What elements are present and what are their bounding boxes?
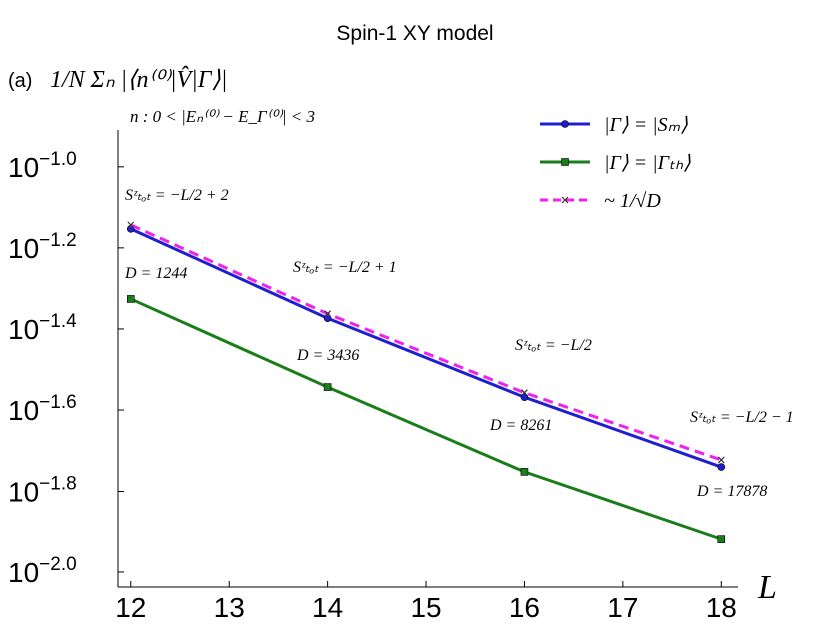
series-line: [130, 227, 722, 469]
x-tick-label: 12: [115, 592, 146, 623]
x-tick-label: 13: [214, 592, 245, 623]
legend-label: |Γ⟩ = |Sₘ⟩: [604, 114, 688, 136]
legend-marker: [561, 158, 569, 166]
series-line: [130, 297, 722, 541]
point: [323, 383, 332, 391]
x-axis-label: L: [757, 569, 777, 606]
point: [127, 221, 135, 229]
legend-marker: [561, 120, 569, 128]
point: [717, 535, 726, 543]
point: [126, 295, 135, 303]
panel-label: (a): [8, 70, 32, 92]
y-axis-label-condition: n : 0 < |Eₙ⁽⁰⁾ − E_Γ⁽⁰⁾| < 3: [130, 107, 315, 126]
annotation: Sᶻₜₒₜ = −L/2 + 2: [125, 187, 229, 204]
x-tick-label: 14: [312, 592, 343, 623]
x-tick-label: 18: [706, 592, 737, 623]
annotation: Sᶻₜₒₜ = −L/2: [515, 337, 592, 354]
point: [324, 310, 332, 318]
y-tick-label: 10−1.4: [8, 311, 77, 345]
point: [520, 468, 529, 476]
y-tick-label: 10−1.2: [8, 230, 77, 264]
annotation: Sᶻₜₒₜ = −L/2 − 1: [690, 409, 794, 426]
annotation: Sᶻₜₒₜ = −L/2 + 1: [293, 259, 397, 276]
y-tick-label: 10−2.0: [8, 554, 77, 588]
x-tick-label: 16: [509, 592, 540, 623]
annotation: D = 1244: [124, 265, 187, 282]
series-line: [130, 223, 722, 462]
x-tick-label: 15: [410, 592, 441, 623]
y-tick-label: 10−1.8: [8, 473, 77, 507]
point: [521, 389, 528, 397]
y-axis-label: 1/N Σₙ |⟨n⁽⁰⁾|V̂|Γ⟩|: [50, 66, 227, 93]
legend-label: |Γ⟩ = |Γₜₕ⟩: [604, 152, 691, 174]
y-tick-label: 10−1.6: [8, 392, 77, 426]
legend-marker: [561, 196, 569, 204]
annotation: D = 8261: [489, 417, 552, 434]
x-tick-label: 17: [607, 592, 638, 623]
point: [520, 393, 529, 402]
point: [717, 456, 725, 464]
y-tick-label: 10−1.0: [8, 149, 77, 183]
annotation: D = 17878: [696, 483, 767, 500]
point: [717, 463, 726, 471]
annotation: D = 3436: [296, 347, 359, 364]
legend-label: ~ 1/√D: [604, 190, 661, 212]
chart-title: Spin-1 XY model: [336, 22, 493, 45]
